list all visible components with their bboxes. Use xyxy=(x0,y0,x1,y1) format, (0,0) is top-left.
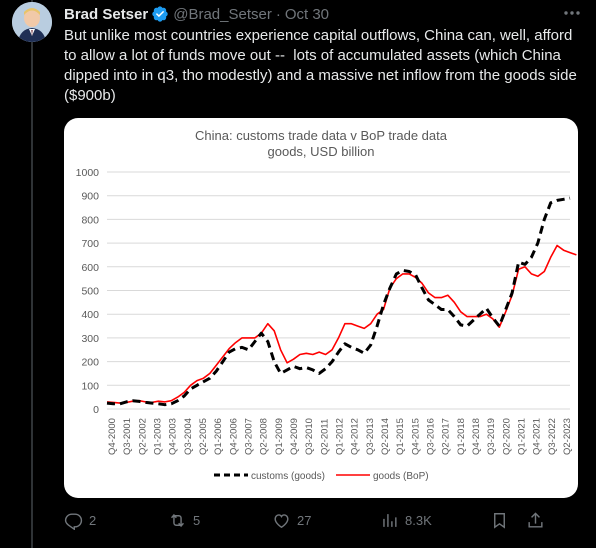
legend-label-customs: customs (goods) xyxy=(251,471,325,482)
bookmark-icon xyxy=(494,512,505,529)
tweet-header: Brad Setser @Brad_Setser · Oct 30 xyxy=(64,4,329,24)
x-tick-label: Q1-2015 xyxy=(395,418,406,455)
x-tick-label: Q4-2009 xyxy=(289,418,300,455)
x-tick-label: Q3-2004 xyxy=(183,418,194,455)
y-tick-label: 100 xyxy=(81,380,99,392)
x-tick-label: Q4-2006 xyxy=(228,418,239,455)
x-tick-label: Q3-2019 xyxy=(486,418,497,455)
x-tick-label: Q1-2018 xyxy=(456,418,467,455)
reply-count: 2 xyxy=(89,512,97,528)
chart-gridlines xyxy=(107,171,570,410)
chart-x-ticks: Q4-2000 Q3-2001 Q2-2002 Q1-2003 Q4-2003 Q3-20… xyxy=(107,418,573,455)
like-button[interactable]: 27 xyxy=(272,508,311,532)
x-tick-label: Q1-2009 xyxy=(274,418,285,455)
x-tick-label: Q2-2005 xyxy=(198,418,209,455)
x-tick-label: Q1-2003 xyxy=(153,418,164,455)
thread-line xyxy=(31,0,33,548)
avatar[interactable] xyxy=(12,2,52,42)
x-tick-label: Q4-2003 xyxy=(168,418,179,455)
separator-dot: · xyxy=(275,5,281,23)
retweet-button[interactable]: 5 xyxy=(168,508,200,532)
series-line-bop xyxy=(106,244,577,404)
chart-series-lines xyxy=(106,196,577,407)
bookmark-button[interactable] xyxy=(490,508,509,532)
x-tick-label: Q3-2016 xyxy=(426,418,437,455)
views-icon xyxy=(383,513,397,527)
y-tick-label: 0 xyxy=(93,404,99,416)
y-tick-label: 900 xyxy=(81,191,99,203)
action-bar: 2 5 27 8.3K xyxy=(64,508,584,532)
x-tick-label: Q2-2023 xyxy=(562,418,573,455)
chart-title-line2: goods, USD billion xyxy=(268,144,375,159)
share-button[interactable] xyxy=(526,508,545,532)
reply-button[interactable]: 2 xyxy=(64,508,96,532)
chart-svg: China: customs trade data v BoP trade da… xyxy=(76,128,577,482)
views-button[interactable]: 8.3K xyxy=(380,508,432,532)
x-tick-label: Q1-2012 xyxy=(335,418,346,455)
y-tick-label: 300 xyxy=(81,333,99,345)
more-icon[interactable] xyxy=(560,2,584,24)
series-line-customs xyxy=(106,196,571,407)
like-count: 27 xyxy=(297,512,312,528)
x-tick-label: Q2-2002 xyxy=(137,418,148,455)
y-tick-label: 1000 xyxy=(76,167,100,179)
x-tick-label: Q4-2000 xyxy=(107,418,118,455)
x-tick-label: Q2-2017 xyxy=(441,418,452,455)
x-tick-label: Q4-2015 xyxy=(410,418,421,455)
y-tick-label: 600 xyxy=(81,262,99,274)
reply-icon xyxy=(64,512,83,530)
x-tick-label: Q2-2008 xyxy=(259,418,270,455)
x-tick-label: Q2-2014 xyxy=(380,418,391,455)
like-icon xyxy=(274,513,289,528)
retweet-count: 5 xyxy=(193,512,201,528)
y-tick-label: 400 xyxy=(81,309,99,321)
author-name[interactable]: Brad Setser xyxy=(64,5,149,23)
y-tick-label: 200 xyxy=(81,357,99,369)
share-icon xyxy=(528,511,543,528)
chart-image[interactable]: China: customs trade data v BoP trade da… xyxy=(64,118,578,498)
chart-legend: customs (goods) goods (BoP) xyxy=(214,471,429,482)
retweet-icon xyxy=(171,513,184,527)
legend-label-bop: goods (BoP) xyxy=(373,471,429,482)
x-tick-label: Q2-2011 xyxy=(319,419,330,455)
tweet-date[interactable]: Oct 30 xyxy=(284,5,330,23)
x-tick-label: Q3-2007 xyxy=(244,418,255,455)
y-tick-label: 800 xyxy=(81,214,99,226)
x-tick-label: Q3-2010 xyxy=(304,418,315,455)
verified-badge-icon xyxy=(152,6,168,22)
x-tick-label: Q4-2012 xyxy=(350,418,361,455)
x-tick-label: Q1-2021 xyxy=(517,418,528,455)
views-count: 8.3K xyxy=(405,512,432,528)
x-tick-label: Q4-2018 xyxy=(471,418,482,455)
x-tick-label: Q2-2020 xyxy=(501,418,512,455)
y-tick-label: 700 xyxy=(81,238,99,250)
x-tick-label: Q3-2001 xyxy=(122,418,133,455)
chart-y-ticks: 0 100 200 300 400 500 600 700 800 900 1000 xyxy=(76,167,100,416)
x-tick-label: Q3-2013 xyxy=(365,418,376,455)
y-tick-label: 500 xyxy=(81,286,99,298)
x-tick-label: Q3-2022 xyxy=(547,418,558,455)
chart-title-line1: China: customs trade data v BoP trade da… xyxy=(195,128,448,143)
tweet-text: But unlike most countries experience cap… xyxy=(64,27,581,104)
x-tick-label: Q1-2006 xyxy=(213,418,224,455)
author-handle[interactable]: @Brad_Setser xyxy=(173,5,272,23)
x-tick-label: Q4-2021 xyxy=(532,418,543,455)
